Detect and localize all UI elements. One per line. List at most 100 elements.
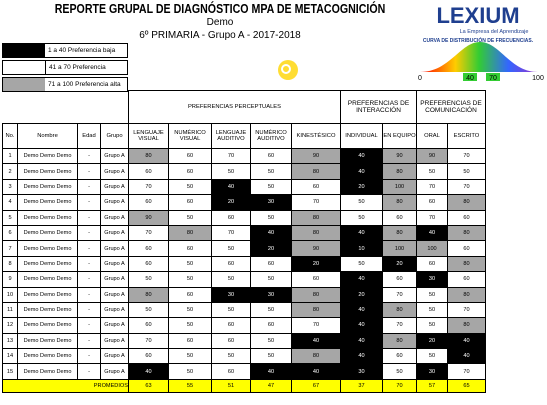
average: 67 [291, 378, 341, 393]
score: 60 [168, 286, 212, 303]
score: 40 [250, 224, 292, 242]
cell: - [77, 240, 101, 257]
row: 5 Demo Demo Demo - Grupo A 90 50 60 50 80 50 60 70 6… [2, 209, 486, 226]
column-header: Edad [77, 123, 101, 149]
row: 7 Demo Demo Demo - Grupo A 60 60 50 20 90 10 100 10… [2, 240, 486, 257]
score: 80 [382, 163, 417, 180]
score: 40 [340, 348, 383, 365]
score: 60 [211, 255, 251, 273]
score: 40 [340, 332, 383, 350]
cell: 4 [2, 194, 18, 211]
legend-text: 71 a 100 Preferencia alta [48, 81, 121, 88]
group-header: PREFERENCIAS DE COMUNICACIÓN [416, 90, 486, 124]
score: 20 [291, 255, 341, 273]
score: 50 [250, 163, 292, 180]
column-header: NUMÉRICO AUDITIVO [250, 123, 292, 149]
score: 60 [168, 332, 212, 350]
cell: Demo Demo Demo [17, 363, 78, 380]
average: 47 [250, 378, 292, 393]
row: 11 Demo Demo Demo - Grupo A 50 50 50 50 80 40 80 50… [2, 301, 486, 319]
score: 80 [382, 224, 417, 242]
score: 50 [168, 317, 212, 334]
footer-label: PROMEDIOS [2, 378, 129, 393]
tick-box [486, 73, 500, 81]
average: 63 [128, 378, 169, 393]
score: 80 [291, 209, 341, 226]
score: 70 [447, 147, 486, 165]
score: 80 [447, 224, 486, 242]
cell: Grupo A [100, 363, 129, 380]
cell: - [77, 147, 101, 165]
row: 6 Demo Demo Demo - Grupo A 70 80 70 40 80 40 80 40 8… [2, 224, 486, 242]
score: 80 [128, 147, 169, 165]
score: 40 [211, 178, 251, 196]
column-header: LENGUAJE VISUAL [128, 123, 169, 149]
row: 15 Demo Demo Demo - Grupo A 40 50 60 40 40 30 50 30… [2, 363, 486, 380]
score: 50 [211, 348, 251, 365]
score: 40 [128, 363, 169, 380]
row: 14 Demo Demo Demo - Grupo A 60 50 50 50 80 40 60 50… [2, 348, 486, 365]
score: 40 [447, 332, 486, 350]
row: 1 Demo Demo Demo - Grupo A 80 60 70 60 90 40 90 90 7… [2, 147, 486, 165]
score: 50 [250, 301, 292, 319]
cell: 7 [2, 240, 18, 257]
score: 40 [416, 224, 448, 242]
cell: 11 [2, 301, 18, 319]
curve-tick: 100 [532, 75, 544, 82]
cell: Grupo A [100, 178, 129, 196]
column-header: No. [2, 123, 18, 149]
score: 50 [128, 301, 169, 319]
average: 55 [168, 378, 212, 393]
score: 60 [168, 240, 212, 257]
row: 10 Demo Demo Demo - Grupo A 80 60 30 30 80 20 70 50… [2, 286, 486, 303]
score: 70 [128, 332, 169, 350]
score: 80 [168, 224, 212, 242]
cell: - [77, 348, 101, 365]
score: 30 [340, 363, 383, 380]
subtitle: Demo [206, 17, 234, 28]
cell: Grupo A [100, 224, 129, 242]
grade: 6º PRIMARIA - Grupo A - 2017-2018 [139, 30, 301, 41]
cell: Demo Demo Demo [17, 224, 78, 242]
curve [420, 42, 538, 72]
cell: 2 [2, 163, 18, 180]
cell: - [77, 209, 101, 226]
cell: Demo Demo Demo [17, 255, 78, 273]
curve-title: CURVA DE DISTRIBUCIÓN DE FRECUENCIAS. [423, 36, 534, 44]
score: 60 [211, 363, 251, 380]
cell: - [77, 255, 101, 273]
row: 9 Demo Demo Demo - Grupo A 50 50 50 50 60 40 60 30 6… [2, 271, 486, 288]
score: 40 [291, 363, 341, 380]
column-header: ORAL [416, 123, 448, 149]
cell: - [77, 194, 101, 211]
score: 80 [447, 317, 486, 334]
score: 60 [168, 147, 212, 165]
score: 90 [291, 240, 341, 257]
score: 60 [382, 271, 417, 288]
score: 60 [250, 317, 292, 334]
score: 40 [340, 147, 383, 165]
score: 30 [211, 286, 251, 303]
cell: Demo Demo Demo [17, 240, 78, 257]
average: 51 [211, 378, 251, 393]
cell: - [77, 301, 101, 319]
row: 8 Demo Demo Demo - Grupo A 60 50 60 60 20 50 20 60 8… [2, 255, 486, 273]
cell: 5 [2, 209, 18, 226]
column-header: KINESTÉSICO [291, 123, 341, 149]
cell: 10 [2, 286, 18, 303]
cell: Grupo A [100, 255, 129, 273]
cell: - [77, 178, 101, 196]
score: 60 [291, 271, 341, 288]
average: 37 [340, 378, 383, 393]
cell: 3 [2, 178, 18, 196]
cell: Demo Demo Demo [17, 301, 78, 319]
score: 70 [416, 178, 448, 196]
score: 30 [250, 286, 292, 303]
cell: Grupo A [100, 163, 129, 180]
score: 60 [250, 255, 292, 273]
score: 70 [416, 209, 448, 226]
row: 2 Demo Demo Demo - Grupo A 60 60 50 50 80 40 80 50 5… [2, 163, 486, 180]
score: 20 [382, 255, 417, 273]
column-header: Nombre [17, 123, 78, 149]
cell: Demo Demo Demo [17, 163, 78, 180]
